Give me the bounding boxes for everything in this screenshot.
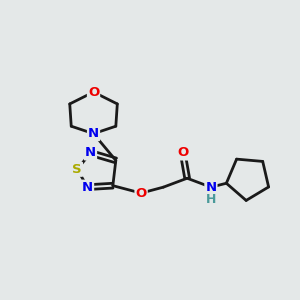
Text: N: N — [82, 181, 93, 194]
Text: S: S — [72, 163, 82, 176]
Text: N: N — [206, 181, 217, 194]
Text: H: H — [206, 193, 216, 206]
Text: O: O — [177, 146, 188, 160]
Text: N: N — [88, 127, 99, 140]
Text: N: N — [85, 146, 96, 160]
Text: O: O — [136, 187, 147, 200]
Text: O: O — [88, 85, 99, 98]
